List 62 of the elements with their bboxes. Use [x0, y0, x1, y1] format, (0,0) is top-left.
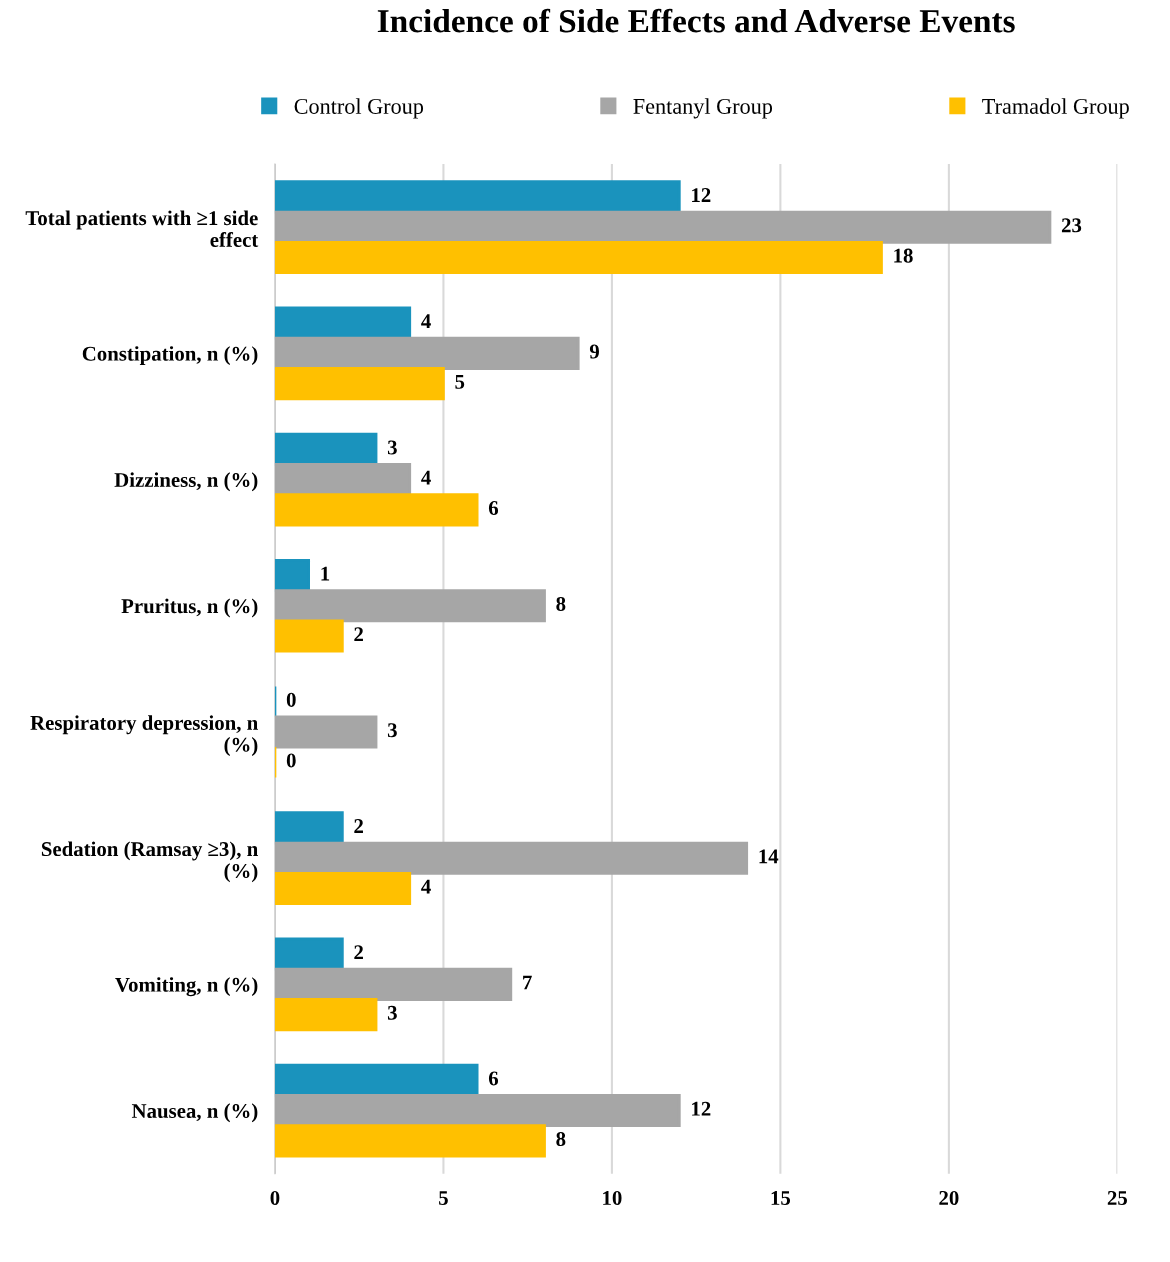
bar: [274, 871, 412, 905]
data-label: 14: [759, 849, 779, 864]
x-tick-label: 25: [1107, 1190, 1127, 1205]
bar: [274, 1063, 479, 1097]
data-label: 6: [488, 501, 499, 516]
y-tick-label: Pruritus, n (%): [121, 598, 258, 618]
data-label: 12: [692, 1101, 711, 1116]
bar: [274, 967, 513, 1001]
y-tick-label: Nausea, n (%): [131, 1103, 258, 1123]
data-label: 5: [455, 375, 465, 389]
bar: [274, 619, 344, 653]
bar: [274, 1124, 546, 1158]
data-label: 2: [354, 819, 363, 833]
data-label: 2: [354, 945, 363, 960]
y-tick-label: Respiratory depression, n (%): [30, 715, 258, 756]
bar: [274, 210, 1052, 244]
bar: [274, 998, 378, 1032]
x-tick-label: 0: [270, 1190, 280, 1205]
legend-label: Control Group: [294, 98, 424, 119]
bar: [274, 367, 445, 401]
y-tick-label: Dizziness, n (%): [114, 472, 258, 492]
legend-label: Fentanyl Group: [633, 98, 773, 119]
bar: [274, 240, 883, 274]
bar: [274, 493, 479, 527]
chart-title: Incidence of Side Effects and Adverse Events: [377, 8, 1015, 33]
x-tick-label: 5: [439, 1191, 448, 1205]
y-tick-label: Sedation (Ramsay ≥3), n (%): [41, 841, 258, 883]
data-label: 4: [421, 470, 431, 485]
data-label: 7: [523, 975, 532, 990]
data-label: 3: [387, 723, 397, 738]
bar: [274, 811, 344, 845]
y-tick-label: Constipation, n (%): [82, 346, 258, 366]
bar: [274, 432, 378, 466]
data-label: 18: [894, 248, 913, 263]
bar: [274, 1094, 681, 1128]
data-label: 3: [387, 1005, 397, 1020]
data-label: 4: [421, 879, 431, 894]
data-label: 3: [387, 440, 397, 455]
legend-label: Tramadol Group: [982, 98, 1129, 119]
bar: [274, 336, 580, 370]
y-tick-label: Vomiting, n (%): [115, 977, 258, 997]
bar: [274, 589, 546, 623]
x-tick-label: 15: [771, 1191, 791, 1205]
bar: [274, 841, 749, 875]
data-label: 6: [488, 1071, 499, 1086]
data-label: 12: [692, 188, 711, 202]
y-tick-label: Total patients with ≥1 side effect: [25, 210, 259, 247]
data-label: 0: [286, 692, 296, 707]
bar: [274, 180, 681, 214]
bar: [274, 937, 344, 971]
data-label: 2: [354, 627, 363, 642]
data-label: 4: [421, 314, 431, 329]
bar: [274, 715, 378, 749]
data-label: 8: [556, 596, 566, 611]
x-tick-label: 10: [603, 1190, 622, 1205]
data-label: 9: [589, 344, 599, 359]
bar: [274, 306, 412, 340]
data-label: 0: [286, 753, 296, 768]
data-label: 8: [556, 1132, 566, 1147]
data-label: 23: [1061, 218, 1082, 233]
x-tick-label: 20: [939, 1190, 959, 1205]
data-label: 1: [321, 566, 330, 581]
